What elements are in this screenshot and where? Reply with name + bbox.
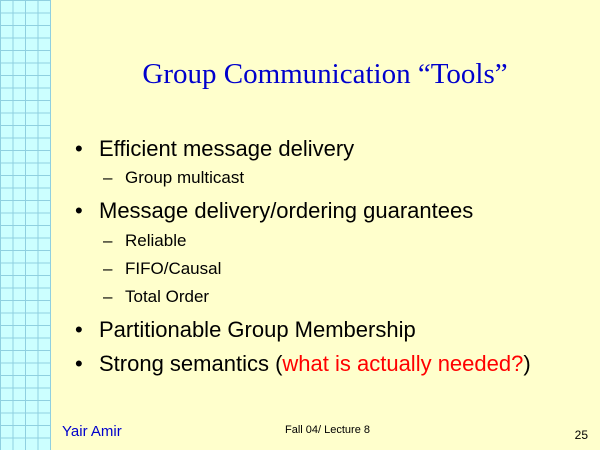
sub-bullet-text: Reliable xyxy=(125,231,187,250)
bullet-text: Message delivery/ordering guarantees xyxy=(99,198,474,223)
bullet-dot-icon: • xyxy=(75,198,83,223)
sub-bullet-item: – Reliable xyxy=(103,231,186,251)
sub-bullet-text: FIFO/Causal xyxy=(125,259,222,278)
bullet-item: • Efficient message delivery xyxy=(75,136,354,162)
footer-author: Yair Amir xyxy=(62,423,122,440)
dash-icon: – xyxy=(103,259,113,278)
bullet-item: • Message delivery/ordering guarantees xyxy=(75,198,473,224)
bullet-text: Efficient message delivery xyxy=(99,136,355,161)
grid-decoration xyxy=(0,0,51,450)
dash-icon: – xyxy=(103,231,113,250)
dash-icon: – xyxy=(103,168,113,187)
bullet-dot-icon: • xyxy=(75,317,83,342)
bullet-text: Strong semantics ( xyxy=(99,351,283,376)
slide-title: Group Communication “Tools” xyxy=(142,58,508,90)
bullet-item: • Strong semantics (what is actually need… xyxy=(75,351,531,377)
sub-bullet-item: – Group multicast xyxy=(103,168,244,188)
sub-bullet-item: – FIFO/Causal xyxy=(103,259,221,279)
sub-bullet-text: Total Order xyxy=(125,287,210,306)
bullet-highlight-text: what is actually needed? xyxy=(282,351,524,376)
bullet-dot-icon: • xyxy=(75,136,83,161)
dash-icon: – xyxy=(103,287,113,306)
footer-course: Fall 04/ Lecture 8 xyxy=(285,424,370,436)
bullet-text: Partitionable Group Membership xyxy=(99,317,416,342)
sub-bullet-text: Group multicast xyxy=(125,168,245,187)
sub-bullet-item: – Total Order xyxy=(103,287,209,307)
bullet-text-end: ) xyxy=(523,351,531,376)
bullet-dot-icon: • xyxy=(75,351,83,376)
bullet-item: • Partitionable Group Membership xyxy=(75,317,416,343)
page-number: 25 xyxy=(574,428,588,442)
